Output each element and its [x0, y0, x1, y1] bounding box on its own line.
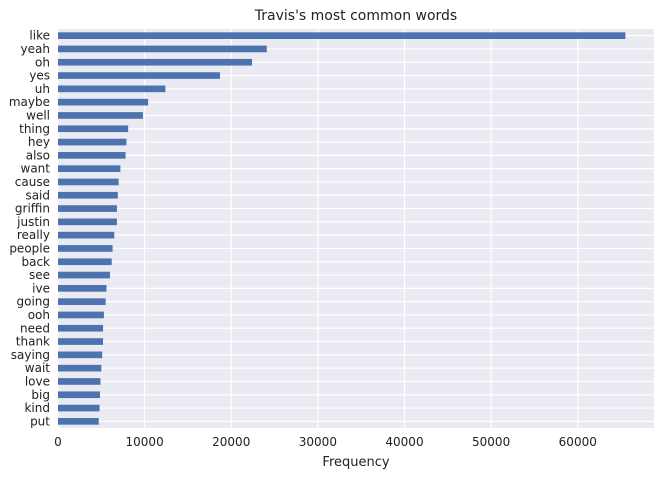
x-tick-label: 30000: [299, 435, 337, 449]
y-tick-label: griffin: [15, 202, 50, 216]
bar-griffin: [58, 205, 117, 212]
bar-love: [58, 378, 101, 385]
bar-ooh: [58, 311, 104, 319]
bar-back: [58, 258, 112, 266]
bar-people: [58, 245, 113, 252]
y-tick-label: going: [16, 295, 50, 309]
x-tick-label: 10000: [126, 435, 164, 449]
y-tick-labels: likeyeahohyesuhmaybewellthingheyalsowant…: [9, 29, 50, 429]
y-tick-label: need: [20, 321, 50, 335]
y-tick-label: hey: [28, 135, 50, 149]
bar-see: [58, 271, 110, 279]
y-tick-label: yes: [29, 69, 50, 83]
y-tick-label: maybe: [9, 95, 50, 109]
y-tick-label: put: [30, 414, 50, 428]
bar-really: [58, 231, 115, 239]
y-tick-label: back: [21, 255, 50, 269]
bar-kind: [58, 404, 100, 412]
y-tick-label: well: [26, 108, 50, 122]
y-tick-label: thank: [16, 335, 50, 349]
x-tick-label: 60000: [559, 435, 597, 449]
bar-justin: [58, 218, 117, 226]
plot-background: [58, 29, 654, 428]
bar-big: [58, 391, 101, 399]
bars: [58, 32, 626, 425]
y-tick-label: justin: [16, 215, 50, 229]
bar-yeah: [58, 45, 267, 53]
x-tick-labels: 0 10000 20000 30000 40000 50000 60000: [54, 435, 597, 449]
x-tick-label: 50000: [472, 435, 510, 449]
y-tick-label: ooh: [28, 308, 50, 322]
bar-thing: [58, 125, 129, 133]
bar-wait: [58, 364, 102, 372]
y-tick-label: yeah: [21, 42, 50, 56]
bar-oh: [58, 58, 253, 66]
bar-ive: [58, 285, 107, 292]
y-tick-label: people: [9, 241, 50, 255]
bar-put: [58, 418, 99, 425]
x-tick-label: 20000: [212, 435, 250, 449]
bar-well: [58, 112, 143, 119]
y-tick-label: want: [21, 162, 51, 176]
y-tick-label: like: [29, 29, 50, 43]
bar-uh: [58, 85, 166, 93]
y-tick-label: wait: [25, 361, 51, 375]
y-tick-label: ive: [32, 281, 50, 295]
y-tick-label: thing: [19, 122, 50, 136]
y-tick-label: uh: [35, 82, 50, 96]
x-axis-title: Frequency: [322, 455, 389, 470]
bar-cause: [58, 178, 119, 186]
y-tick-label: see: [29, 268, 50, 282]
bar-want: [58, 165, 121, 172]
bar-yes: [58, 72, 220, 79]
y-tick-label: said: [25, 188, 50, 202]
bar-going: [58, 298, 106, 305]
bar-also: [58, 152, 126, 159]
y-tick-label: really: [17, 228, 50, 242]
x-tick-label: 40000: [385, 435, 423, 449]
y-tick-label: saying: [11, 348, 50, 362]
y-tick-label: kind: [24, 401, 50, 415]
bar-like: [58, 32, 626, 39]
chart-title: Travis's most common words: [254, 8, 457, 24]
bar-thank: [58, 338, 104, 345]
y-tick-label: love: [25, 374, 50, 388]
x-tick-label: 0: [54, 435, 62, 449]
bar-said: [58, 191, 118, 199]
y-tick-label: oh: [35, 55, 50, 69]
bar-maybe: [58, 98, 149, 106]
bar-saying: [58, 351, 103, 359]
y-tick-label: big: [31, 388, 50, 402]
bar-need: [58, 324, 104, 332]
y-tick-label: also: [26, 148, 50, 162]
y-tick-label: cause: [15, 175, 50, 189]
bar-hey: [58, 138, 127, 146]
